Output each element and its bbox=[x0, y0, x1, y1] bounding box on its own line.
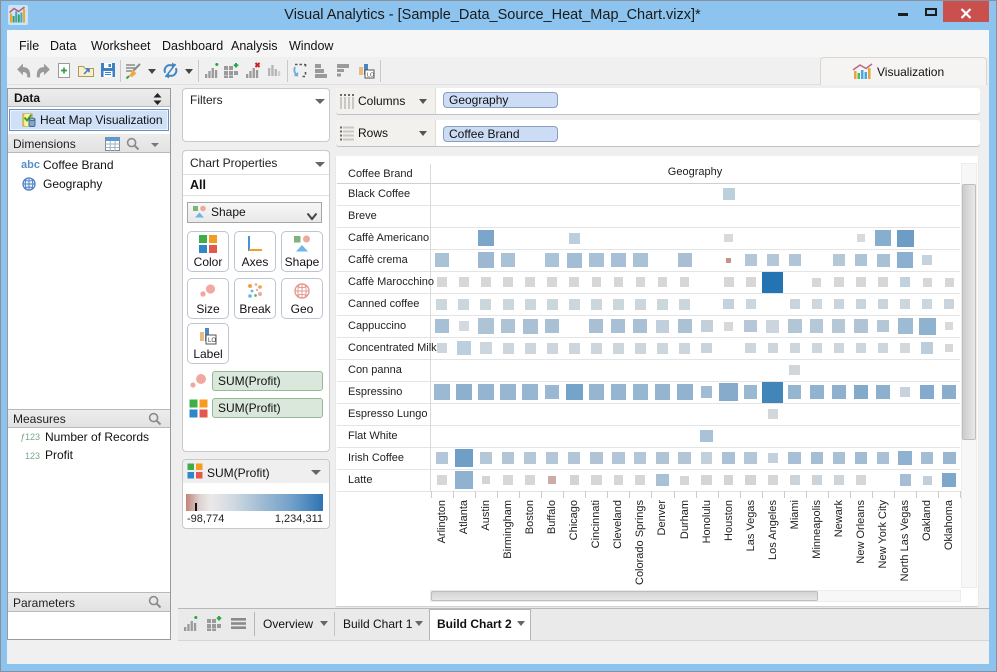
svg-text:LO: LO bbox=[367, 73, 375, 79]
svg-text:LO: LO bbox=[208, 338, 216, 344]
